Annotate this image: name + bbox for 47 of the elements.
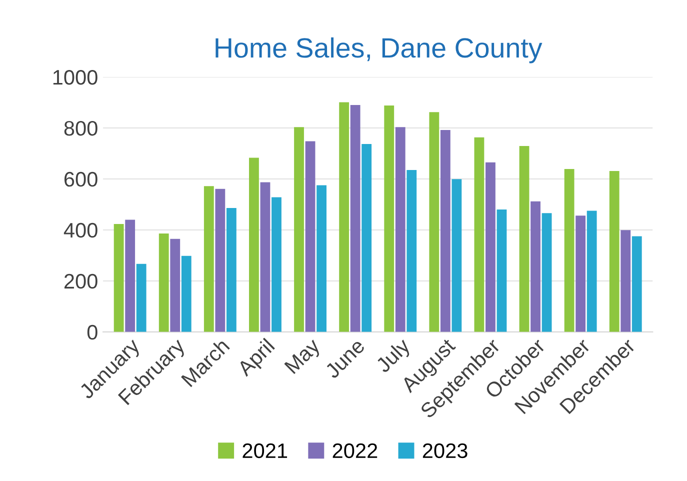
- bar: [395, 127, 406, 332]
- bar: [362, 144, 372, 332]
- bar: [215, 188, 226, 332]
- bar: [519, 146, 530, 332]
- bar: [530, 201, 540, 332]
- y-tick-label: 800: [64, 120, 98, 136]
- bar: [294, 127, 304, 332]
- y-tick-label: 1000: [53, 70, 98, 85]
- bar: [576, 216, 586, 332]
- bar: [114, 224, 124, 332]
- bar: [496, 210, 507, 332]
- y-tick-label: 400: [64, 222, 98, 238]
- bar: [474, 137, 484, 332]
- bar: [272, 197, 282, 332]
- bar: [564, 168, 574, 332]
- bar: [406, 170, 417, 332]
- x-tick-label: May: [284, 337, 324, 378]
- bar: [429, 112, 440, 332]
- bar: [260, 182, 270, 332]
- bar: [586, 210, 597, 332]
- bar: [125, 220, 136, 332]
- bar: [486, 162, 496, 332]
- bar: [316, 185, 326, 332]
- legend-label: 2021: [242, 443, 288, 458]
- bar: [632, 236, 642, 332]
- y-tick-label: 600: [64, 172, 98, 187]
- bar: [158, 233, 169, 332]
- bar: [249, 158, 259, 332]
- y-tick-label: 200: [64, 274, 98, 289]
- legend-label: 2022: [332, 443, 378, 458]
- bar: [339, 102, 350, 332]
- chart-title: Home Sales, Dane County: [216, 37, 542, 64]
- bar: [452, 179, 462, 332]
- bar: [620, 230, 631, 332]
- bar: [609, 171, 620, 332]
- bar: [542, 213, 552, 332]
- bar: [204, 186, 214, 332]
- bar: [170, 238, 180, 332]
- y-tick-label: 0: [87, 324, 98, 340]
- bar: [181, 256, 192, 332]
- bar: [440, 130, 450, 332]
- bar: [226, 208, 236, 332]
- legend-label: 2023: [422, 443, 468, 458]
- bar: [384, 106, 394, 332]
- bar: [350, 105, 360, 332]
- bar: [305, 141, 316, 332]
- bar: [136, 264, 146, 332]
